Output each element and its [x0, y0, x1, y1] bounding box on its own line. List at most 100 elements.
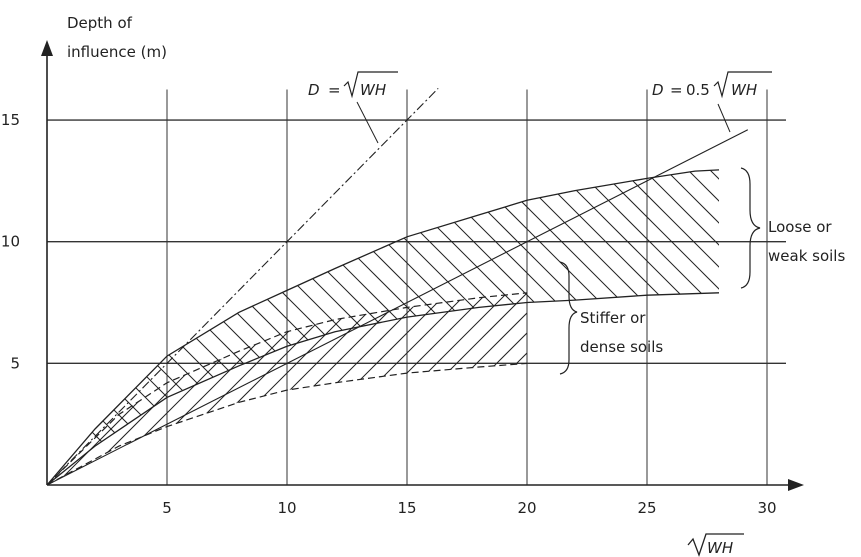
- formula-half-lhs: D: [652, 81, 664, 99]
- curve-loose-lower: [46, 292, 720, 486]
- hatching: [47, 140, 861, 500]
- formula-half-rhs: WH: [731, 81, 757, 99]
- line-d-equals-sqrt-wh: [46, 88, 439, 486]
- hatch-line-stiff: [840, 200, 861, 500]
- grid: [47, 89, 786, 485]
- x-tick-label-20: 20: [517, 499, 536, 517]
- hatch-line-loose: [47, 169, 293, 485]
- x-axis-title-text: WH: [707, 539, 733, 557]
- y-tick-label-15: 15: [1, 111, 20, 129]
- x-tick-label-5: 5: [162, 499, 172, 517]
- hatch-line-stiff: [47, 292, 141, 485]
- brace-loose-soils: [740, 167, 761, 289]
- stiff-soils-label-line1: Stiffer or: [580, 309, 646, 327]
- stiff-soils-label-line2: dense soils: [580, 338, 663, 356]
- hatch-line-loose: [856, 140, 861, 500]
- hatch-line-loose: [613, 169, 719, 485]
- x-tick-label-25: 25: [637, 499, 656, 517]
- hatch-line-loose: [701, 169, 719, 485]
- hatch-line-stiff: [740, 200, 861, 500]
- x-axis-title: WH: [687, 533, 744, 557]
- y-tick-label-5: 5: [10, 354, 20, 372]
- hatch-line-loose: [547, 169, 719, 485]
- hatch-line-stiff: [800, 200, 861, 500]
- curve-loose-upper: [46, 169, 720, 486]
- hatch-line-loose: [261, 169, 623, 485]
- hatch-line-loose: [525, 169, 719, 485]
- hatch-line-stiff: [47, 292, 281, 485]
- hatch-line-stiff: [780, 200, 861, 500]
- hatch-line-stiff: [47, 292, 261, 485]
- hatch-line-stiff: [47, 292, 321, 485]
- hatch-stiff-soils: [47, 200, 861, 500]
- hatch-line-loose: [591, 169, 719, 485]
- hatch-line-loose: [47, 169, 205, 485]
- hatch-line-stiff: [47, 292, 301, 485]
- hatch-line-stiff: [47, 292, 161, 485]
- formula-sqrt-rhs: WH: [360, 81, 386, 99]
- hatch-line-stiff: [139, 292, 441, 485]
- hatch-line-stiff: [179, 292, 481, 485]
- hatch-line-loose: [47, 169, 183, 485]
- curve-stiff-lower: [46, 362, 528, 486]
- loose-soils-label-line2: weak soils: [768, 247, 845, 265]
- hatch-line-stiff: [47, 292, 181, 485]
- curve-stiff-upper: [46, 292, 528, 486]
- hatch-line-loose: [834, 140, 861, 500]
- hatch-line-loose: [746, 140, 861, 500]
- hatch-line-stiff: [239, 292, 527, 485]
- formula-half-coef: 0.5: [686, 81, 710, 99]
- hatch-line-stiff: [219, 292, 521, 485]
- hatch-line-stiff: [760, 200, 861, 500]
- hatch-line-loose: [47, 169, 271, 485]
- tick-labels: 5 10 15 20 25 30 5 10 15: [1, 111, 777, 517]
- hatch-line-stiff: [700, 200, 861, 500]
- hatch-line-stiff: [319, 292, 527, 485]
- hatch-loose-soils: [47, 140, 861, 500]
- formula-label-sqrt: D = WH: [308, 71, 398, 99]
- hatch-line-stiff: [119, 292, 421, 485]
- leader-line-half: [717, 103, 731, 133]
- hatch-line-stiff: [99, 292, 401, 485]
- axes: [41, 40, 804, 491]
- hatch-line-loose: [393, 169, 719, 485]
- x-tick-label-15: 15: [397, 499, 416, 517]
- hatch-line-loose: [129, 169, 491, 485]
- hatch-line-loose: [768, 140, 861, 500]
- hatch-line-stiff: [47, 292, 201, 485]
- formula-sqrt-lhs: D: [308, 81, 320, 99]
- hatch-line-loose: [635, 169, 719, 485]
- brace-stiff-soils: [559, 261, 578, 375]
- hatch-line-loose: [812, 140, 861, 500]
- hatch-line-loose: [569, 169, 719, 485]
- hatch-line-loose: [47, 169, 227, 485]
- leader-line-sqrt: [356, 101, 379, 144]
- hatch-line-stiff: [47, 292, 241, 485]
- hatch-line-stiff: [299, 292, 527, 485]
- hatch-line-loose: [724, 140, 861, 500]
- hatch-line-loose: [657, 169, 719, 485]
- hatch-line-stiff: [47, 292, 221, 485]
- hatch-line-loose: [47, 169, 337, 485]
- formula-half-equals: =: [670, 81, 683, 99]
- y-tick-label-10: 10: [1, 233, 20, 251]
- x-tick-label-10: 10: [277, 499, 296, 517]
- hatch-line-stiff: [259, 292, 527, 485]
- hatch-line-loose: [47, 169, 381, 485]
- hatch-line-loose: [790, 140, 861, 500]
- y-axis-arrow: [41, 40, 53, 56]
- loose-soils-label-line1: Loose or: [768, 218, 832, 236]
- line-d-equals-half-sqrt-wh: [46, 129, 749, 486]
- curves: [46, 88, 749, 486]
- hatch-line-stiff: [820, 200, 861, 500]
- hatch-line-loose: [195, 169, 557, 485]
- hatch-line-loose: [679, 169, 719, 485]
- y-axis-title-line2: influence (m): [67, 43, 167, 61]
- hatch-line-stiff: [660, 200, 861, 500]
- hatch-line-loose: [217, 169, 579, 485]
- hatch-line-stiff: [720, 200, 861, 500]
- hatch-line-stiff: [680, 200, 861, 500]
- hatch-line-loose: [481, 169, 719, 485]
- hatch-line-loose: [371, 169, 719, 485]
